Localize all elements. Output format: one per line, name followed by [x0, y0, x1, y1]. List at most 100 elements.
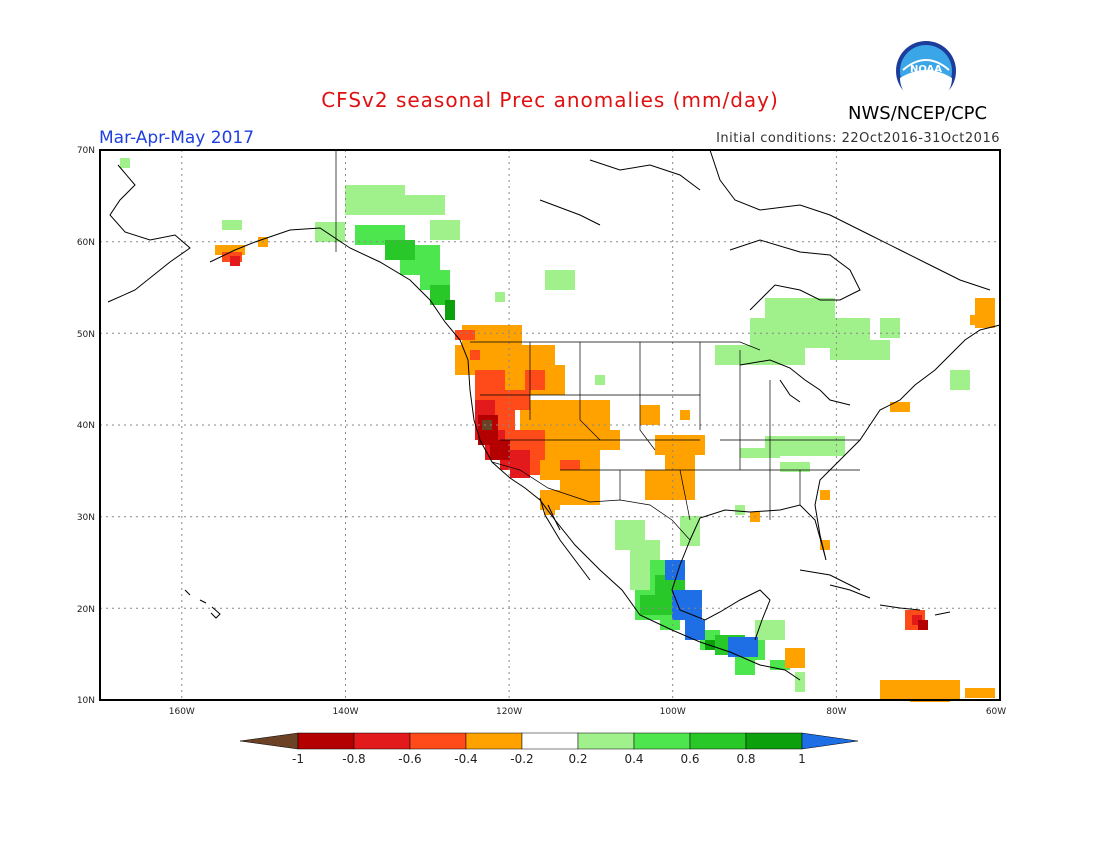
- anomaly-cell: [770, 660, 790, 670]
- anomaly-cell: [375, 195, 445, 215]
- anomaly-cell: [965, 688, 995, 698]
- lat-label: 50N: [77, 330, 95, 340]
- organization-label: NWS/NCEP/CPC: [848, 103, 988, 124]
- map-frame: [99, 149, 1001, 701]
- anomaly-cell: [640, 595, 670, 615]
- map-title: CFSv2 seasonal Prec anomalies (mm/day): [321, 88, 779, 112]
- anomaly-cell: [560, 460, 580, 470]
- colorbar-tick-label: -1: [292, 752, 304, 766]
- anomaly-cell: [785, 648, 805, 668]
- anomaly-cell: [880, 318, 900, 338]
- anomaly-cell: [525, 370, 545, 390]
- anomaly-cell: [950, 370, 970, 390]
- anomaly-cell: [215, 245, 245, 255]
- anomaly-cell: [315, 222, 345, 242]
- anomaly-cell: [820, 540, 830, 550]
- anomaly-cell: [685, 620, 705, 640]
- anomaly-cell: [970, 315, 980, 325]
- lat-label: 30N: [77, 513, 95, 523]
- anomaly-cell: [672, 590, 702, 620]
- colorbar-tick-label: -0.8: [342, 752, 365, 766]
- lon-label: 80W: [826, 707, 846, 717]
- colorbar-tick-label: -0.2: [510, 752, 533, 766]
- anomaly-cell: [665, 560, 685, 580]
- anomaly-cell: [495, 292, 505, 302]
- anomaly-cell: [430, 220, 460, 240]
- anomaly-cell: [912, 615, 922, 625]
- colorbar-low-arrow: [239, 732, 299, 750]
- anomaly-cell: [728, 637, 758, 657]
- anomaly-cell: [462, 325, 522, 345]
- colorbar-tick-label: 0.4: [624, 752, 643, 766]
- anomaly-cell: [910, 682, 950, 702]
- lon-label: 120W: [496, 707, 522, 717]
- lon-label: 60W: [986, 707, 1006, 717]
- colorbar: -1 -0.8 -0.6 -0.4 -0.2 0.2 0.4 0.6 0.8 1: [239, 732, 859, 766]
- colorbar-tick-label: -0.4: [454, 752, 477, 766]
- colorbar-tick-label: -0.6: [398, 752, 421, 766]
- initial-conditions-label: Initial conditions: 22Oct2016-31Oct2016: [716, 131, 1000, 146]
- colorbar-tick-label: 0.6: [680, 752, 699, 766]
- lat-label: 40N: [77, 421, 95, 431]
- period-label: Mar-Apr-May 2017: [99, 128, 255, 148]
- anomaly-cell: [570, 485, 600, 505]
- colorbar-tick-label: 0.2: [568, 752, 587, 766]
- anomaly-cell: [222, 220, 242, 230]
- anomaly-cell: [490, 390, 530, 410]
- anomaly-cell: [490, 440, 510, 460]
- colorbar-segment: [633, 732, 691, 750]
- noaa-logo: NOAA: [896, 41, 956, 102]
- anomaly-cell: [765, 298, 835, 318]
- colorbar-segment: [353, 732, 411, 750]
- lat-label: 60N: [77, 238, 95, 248]
- anomaly-cell: [715, 345, 805, 365]
- lon-label: 100W: [660, 707, 686, 717]
- colorbar-tick-label: 0.8: [736, 752, 755, 766]
- anomaly-cell: [385, 240, 415, 260]
- anomaly-cell: [595, 375, 605, 385]
- colorbar-tick-label: 1: [798, 752, 806, 766]
- anomaly-cell: [765, 436, 845, 456]
- gridlines: [100, 150, 1000, 700]
- lat-label: 70N: [77, 146, 95, 156]
- anomaly-cell: [780, 462, 810, 472]
- anomaly-cell: [445, 300, 455, 320]
- lat-label: 10N: [77, 696, 95, 706]
- longitude-labels: 160W 140W 120W 100W 80W 60W: [169, 707, 1007, 717]
- anomaly-cell: [645, 470, 695, 500]
- anomaly-cell: [680, 516, 700, 546]
- anomaly-cell: [510, 468, 530, 478]
- anomaly-cell: [830, 340, 890, 360]
- colorbar-segment: [745, 732, 803, 750]
- anomaly-cell: [545, 270, 575, 290]
- lon-label: 140W: [332, 707, 358, 717]
- anomaly-cell: [735, 505, 745, 515]
- political-borders: [335, 150, 860, 541]
- colorbar-high-arrow: [801, 732, 859, 750]
- anomaly-cell: [735, 655, 755, 675]
- colorbar-segment: [297, 732, 355, 750]
- lon-label: 160W: [169, 707, 195, 717]
- anomaly-cell: [755, 620, 785, 640]
- anomaly-cell: [918, 620, 928, 630]
- anomaly-cell: [655, 435, 705, 455]
- colorbar-segment: [465, 732, 523, 750]
- anomaly-cell: [640, 405, 660, 425]
- colorbar-segment: [521, 732, 579, 750]
- anomaly-cell: [120, 158, 130, 168]
- colorbar-segment: [689, 732, 747, 750]
- anomaly-cell: [680, 410, 690, 420]
- anomaly-cell: [482, 420, 492, 430]
- anomaly-cell: [740, 448, 780, 458]
- anomaly-cell: [230, 256, 240, 266]
- lat-label: 20N: [77, 605, 95, 615]
- logo-text: NOAA: [910, 64, 942, 75]
- colorbar-segment: [577, 732, 635, 750]
- colorbar-segment: [409, 732, 467, 750]
- anomaly-cell: [795, 672, 805, 692]
- anomaly-cell: [470, 350, 480, 360]
- anomaly-cell: [820, 490, 830, 500]
- latitude-labels: 70N 60N 50N 40N 30N 20N 10N: [77, 146, 95, 706]
- anomaly-cell: [455, 330, 475, 340]
